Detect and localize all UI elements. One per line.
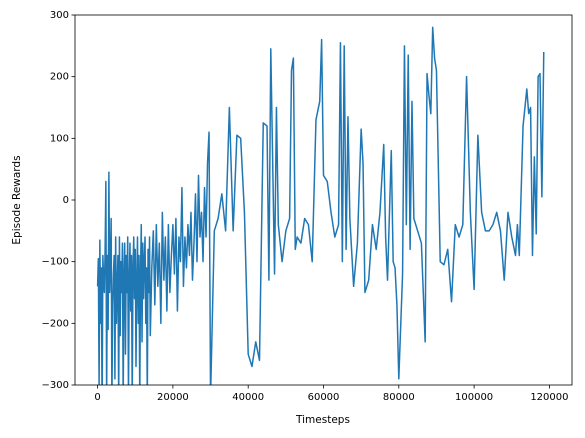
x-tick-label: 20000: [157, 392, 189, 403]
y-tick-label: 100: [50, 133, 69, 144]
x-tick-label: 60000: [308, 392, 340, 403]
plot-frame: [74, 14, 573, 386]
y-tick-label: 0: [63, 195, 69, 206]
y-tick-label: −300: [42, 380, 69, 391]
x-tick-label: 40000: [232, 392, 264, 403]
x-tick-label: 120000: [530, 392, 568, 403]
x-tick-label: 0: [94, 392, 100, 403]
x-tick-label: 100000: [455, 392, 493, 403]
x-tick-label: 80000: [383, 392, 415, 403]
data-line: [96, 26, 545, 385]
y-tick-label: 200: [50, 72, 69, 83]
y-axis-label: Episode Rewards: [11, 155, 23, 244]
y-tick-label: −200: [42, 318, 69, 329]
y-tick-label: −100: [42, 257, 69, 268]
x-axis-label: Timesteps: [295, 414, 350, 426]
y-tick-label: 300: [50, 10, 69, 21]
